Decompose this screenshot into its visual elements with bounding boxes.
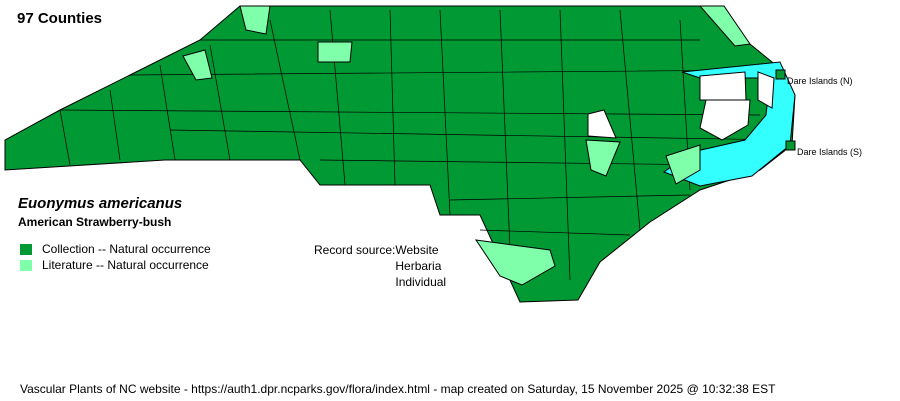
county-lines [59,9,791,281]
common-name: American Strawberry-bush [18,215,172,229]
county-count: 97 Counties [17,10,103,27]
literature-counties [182,5,751,286]
legend-collection: Collection -- Natural occurrence [20,242,211,256]
collection-swatch [20,243,32,255]
dare-islands-s-marker [785,140,796,151]
record-source-value: Individual [395,275,447,289]
legend-literature: Literature -- Natural occurrence [20,258,209,272]
record-source: Record source: Website Herbaria Individu… [314,242,446,290]
legend-label: Literature -- Natural occurrence [42,258,209,272]
no-record-counties [587,71,775,141]
record-source-value: Website [395,243,439,257]
scientific-name: Euonymus americanus [18,195,183,212]
dare-islands-n-label: Dare Islands (N) [787,76,853,86]
dare-islands-s-label: Dare Islands (S) [797,147,863,157]
legend-label: Collection -- Natural occurrence [42,242,211,256]
literature-swatch [20,259,32,271]
record-source-value: Herbaria [395,259,442,273]
record-source-label: Record source: [314,243,396,257]
dare-islands-n-marker [775,69,786,80]
footer-credit: Vascular Plants of NC website - https://… [20,382,776,396]
